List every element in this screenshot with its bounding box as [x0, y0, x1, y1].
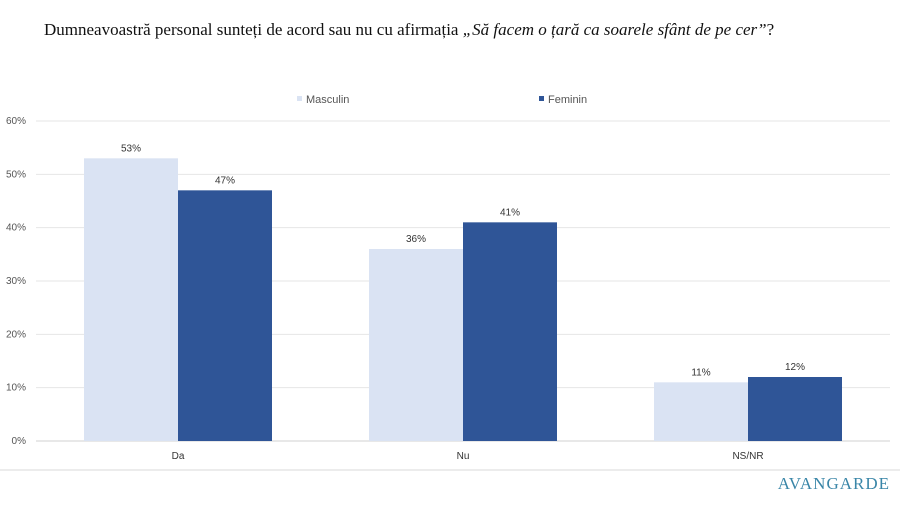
title-text: Dumneavoastră personal sunteți de acord … — [44, 20, 463, 39]
bar-masculin-nu — [369, 249, 463, 441]
title-end: ? — [766, 20, 775, 39]
data-label: 11% — [691, 367, 710, 378]
legend-label: Feminin — [548, 94, 587, 106]
chart-title: Dumneavoastră personal sunteți de acord … — [44, 20, 774, 40]
y-tick-label: 20% — [6, 329, 26, 340]
data-label: 53% — [121, 143, 141, 154]
category-label: Nu — [457, 451, 470, 462]
data-label: 47% — [215, 175, 235, 186]
bar-masculin-nsnr — [654, 382, 748, 441]
data-label: 36% — [406, 234, 426, 245]
y-tick-label: 50% — [6, 169, 26, 180]
y-tick-label: 30% — [6, 276, 26, 287]
y-tick-label: 0% — [12, 436, 27, 447]
bar-feminin-nu — [463, 222, 557, 441]
y-tick-label: 60% — [6, 116, 26, 127]
legend-label: Masculin — [306, 94, 349, 106]
y-tick-label: 40% — [6, 223, 26, 234]
bar-masculin-da — [84, 158, 178, 442]
legend-marker — [539, 96, 544, 101]
bar-feminin-nsnr — [748, 377, 842, 441]
title-quote: „Să facem o țară ca soarele sfânt de pe … — [462, 20, 767, 39]
category-label: Da — [172, 451, 185, 462]
y-tick-label: 10% — [6, 383, 26, 394]
category-label: NS/NR — [732, 451, 763, 462]
legend-marker — [297, 96, 302, 101]
data-label: 12% — [785, 362, 805, 373]
bar-feminin-da — [178, 190, 272, 441]
data-label: 41% — [500, 207, 520, 218]
avangarde-logo: AVANGARDE — [777, 474, 890, 493]
